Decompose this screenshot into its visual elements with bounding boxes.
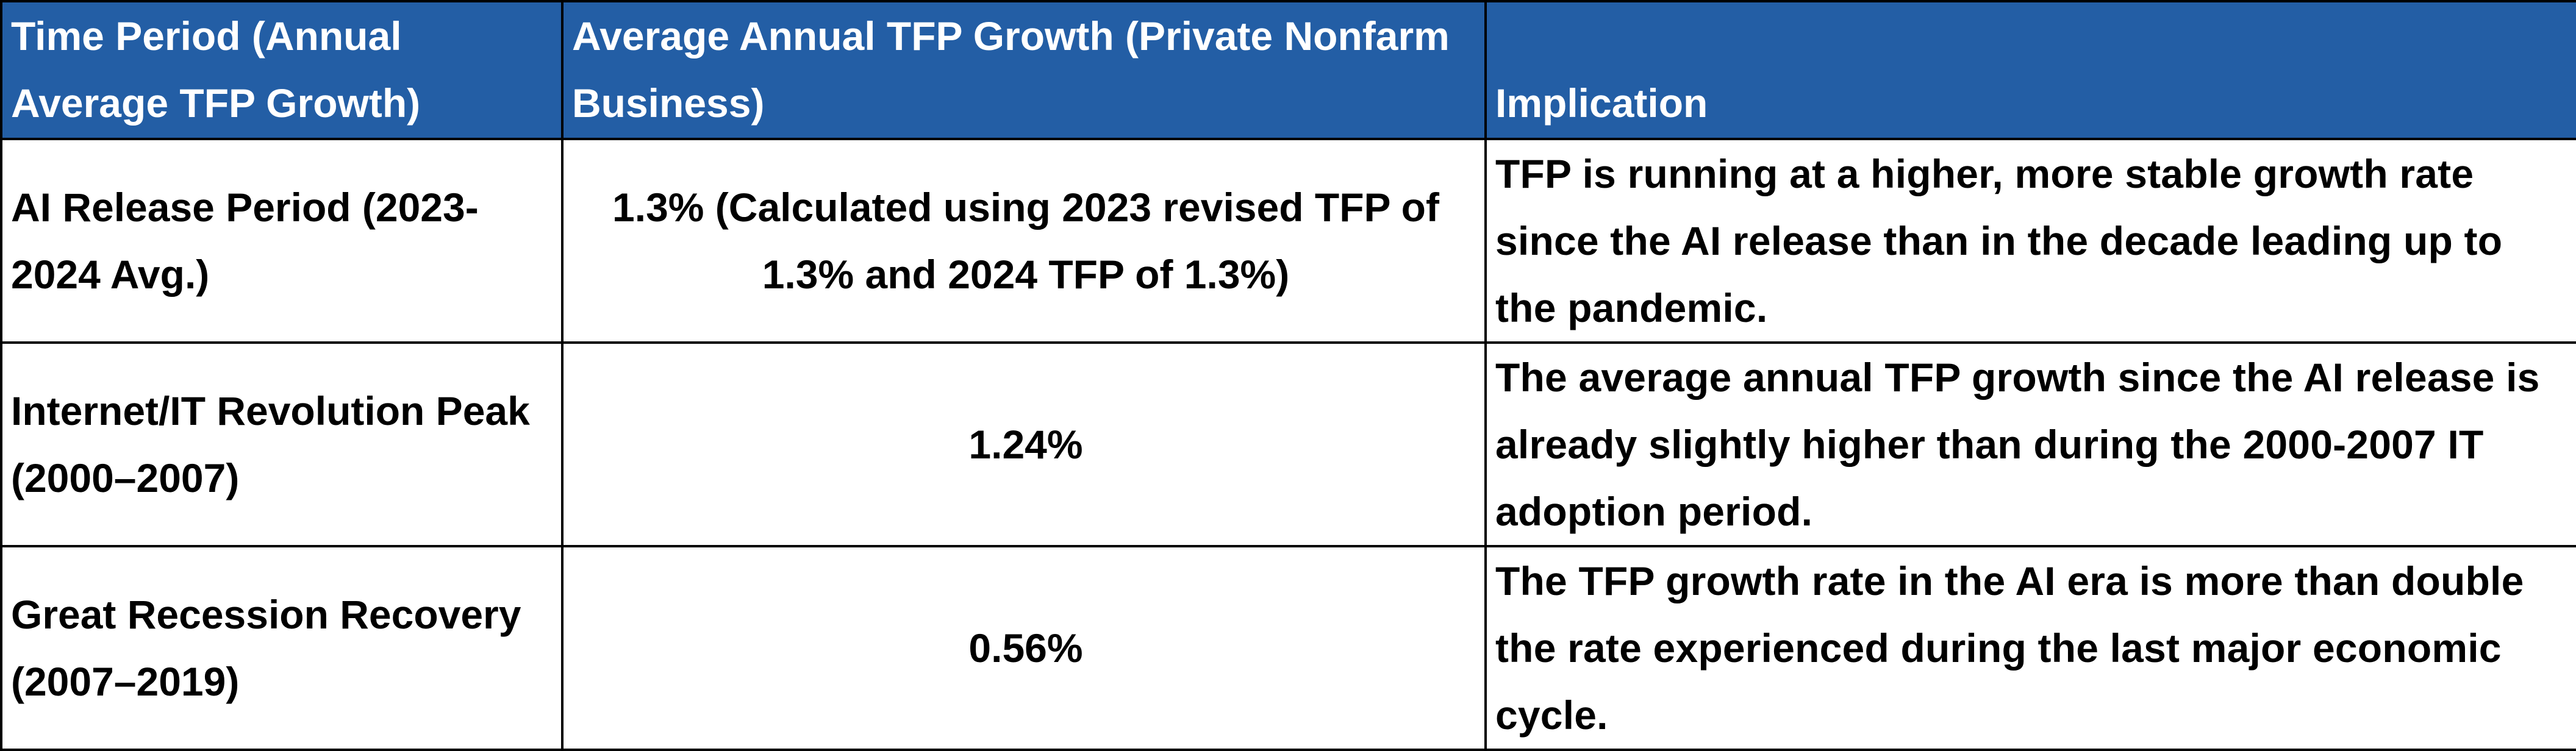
cell-growth: 1.24% (561, 341, 1487, 547)
table-row: Great Recession Recovery (2007–2019) 0.5… (0, 545, 2576, 751)
header-row: Time Period (Annual Average TFP Growth) … (0, 0, 2576, 140)
table-row: Internet/IT Revolution Peak (2000–2007) … (0, 341, 2576, 547)
cell-period: AI Release Period (2023-2024 Avg.) (0, 138, 564, 344)
table-row: AI Release Period (2023-2024 Avg.) 1.3% … (0, 138, 2576, 344)
cell-period: Internet/IT Revolution Peak (2000–2007) (0, 341, 564, 547)
cell-growth: 0.56% (561, 545, 1487, 751)
cell-growth: 1.3% (Calculated using 2023 revised TFP … (561, 138, 1487, 344)
cell-implication: The TFP growth rate in the AI era is mor… (1484, 545, 2576, 751)
header-implication: Implication (1484, 0, 2576, 140)
table-body: AI Release Period (2023-2024 Avg.) 1.3% … (0, 138, 2576, 751)
header-average-growth: Average Annual TFP Growth (Private Nonfa… (561, 0, 1487, 140)
cell-implication: TFP is running at a higher, more stable … (1484, 138, 2576, 344)
header-time-period: Time Period (Annual Average TFP Growth) (0, 0, 564, 140)
cell-implication: The average annual TFP growth since the … (1484, 341, 2576, 547)
cell-period: Great Recession Recovery (2007–2019) (0, 545, 564, 751)
table-header: Time Period (Annual Average TFP Growth) … (0, 0, 2576, 140)
